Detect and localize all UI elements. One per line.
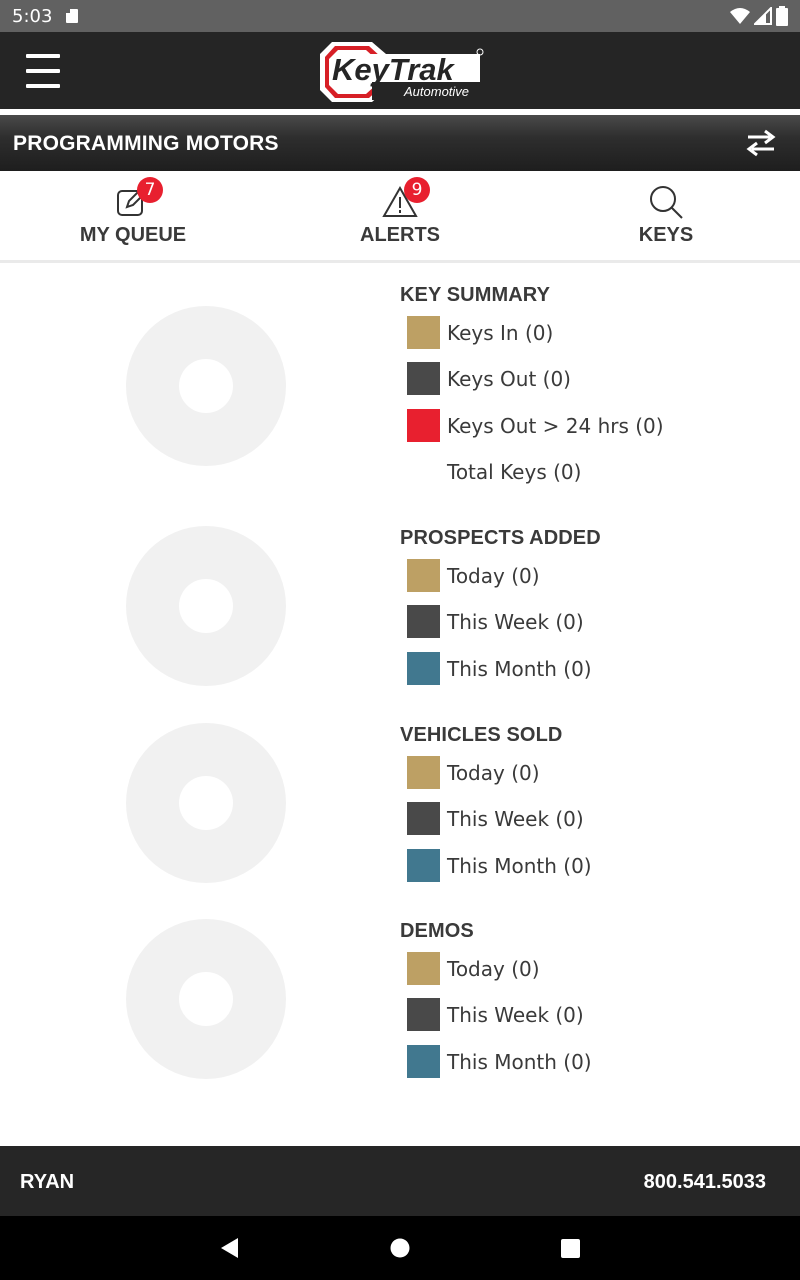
legend-swatch <box>407 998 440 1031</box>
status-icons <box>730 6 788 26</box>
legend-swatch <box>407 605 440 638</box>
status-time: 5:03 <box>12 6 53 27</box>
home-icon[interactable] <box>388 1236 412 1260</box>
keytrak-logo: KeyTrak Automotive <box>320 42 484 102</box>
legend-label: Keys Out (0) <box>447 367 571 391</box>
system-nav-bar <box>0 1216 800 1280</box>
section-title: DEMOS <box>400 920 474 942</box>
tab-my-queue[interactable]: 7 MY QUEUE <box>0 171 266 263</box>
legend-label: This Month (0) <box>447 657 592 681</box>
sd-card-icon <box>66 9 78 23</box>
status-bar: 5:03 <box>0 0 800 32</box>
legend-swatch <box>407 756 440 789</box>
vehicles-sold-chart[interactable] <box>126 723 286 883</box>
legend-label: Total Keys (0) <box>447 460 582 484</box>
main-tabs: 7 MY QUEUE 9 ALERTS KEYS <box>0 171 800 263</box>
logo-subtext: Automotive <box>403 84 469 99</box>
legend-label: Today (0) <box>447 957 540 981</box>
tab-label: MY QUEUE <box>79 224 187 246</box>
legend-label: This Month (0) <box>447 854 592 878</box>
legend-label: This Month (0) <box>447 1050 592 1074</box>
warning-icon <box>382 185 418 217</box>
footer-bar: RYAN 800.541.5033 <box>0 1146 800 1216</box>
legend-swatch <box>407 1045 440 1078</box>
alerts-badge: 9 <box>404 177 430 203</box>
tab-label: KEYS <box>638 224 694 246</box>
tab-alerts[interactable]: 9 ALERTS <box>267 171 533 263</box>
battery-icon <box>776 6 788 26</box>
signal-icon <box>754 7 772 25</box>
app-header: KeyTrak Automotive <box>0 32 800 112</box>
legend-label: Keys Out > 24 hrs (0) <box>447 414 664 438</box>
legend-swatch <box>407 559 440 592</box>
legend-swatch <box>407 952 440 985</box>
tab-keys[interactable]: KEYS <box>533 171 799 263</box>
legend-label: This Week (0) <box>447 1003 584 1027</box>
logo-text: KeyTrak <box>332 52 456 87</box>
legend-swatch <box>407 362 440 395</box>
back-icon[interactable] <box>218 1236 240 1260</box>
search-icon <box>650 186 683 219</box>
legend-swatch <box>407 316 440 349</box>
legend-label: This Week (0) <box>447 610 584 634</box>
support-phone-link[interactable]: 800.541.5033 <box>643 1171 766 1193</box>
legend-label: Today (0) <box>447 761 540 785</box>
section-title: VEHICLES SOLD <box>400 724 563 746</box>
legend-label: This Week (0) <box>447 807 584 831</box>
user-name: RYAN <box>20 1171 75 1193</box>
legend-label: Keys In (0) <box>447 321 554 345</box>
section-title: KEY SUMMARY <box>400 284 551 306</box>
legend-swatch <box>407 409 440 442</box>
recents-icon[interactable] <box>560 1236 582 1260</box>
menu-icon[interactable] <box>26 54 60 88</box>
prospects-added-chart[interactable] <box>126 526 286 686</box>
legend-swatch <box>407 802 440 835</box>
legend-label: Today (0) <box>447 564 540 588</box>
swap-location-icon[interactable] <box>746 129 776 157</box>
wifi-icon <box>730 8 750 24</box>
location-title: PROGRAMMING MOTORS <box>13 132 279 155</box>
key-summary-chart[interactable] <box>126 306 286 466</box>
demos-chart[interactable] <box>126 919 286 1079</box>
tab-label: ALERTS <box>360 224 440 246</box>
section-title: PROSPECTS ADDED <box>400 527 601 549</box>
location-bar: PROGRAMMING MOTORS <box>0 115 800 171</box>
legend-swatch <box>407 849 440 882</box>
legend-swatch <box>407 652 440 685</box>
queue-badge: 7 <box>137 177 163 203</box>
